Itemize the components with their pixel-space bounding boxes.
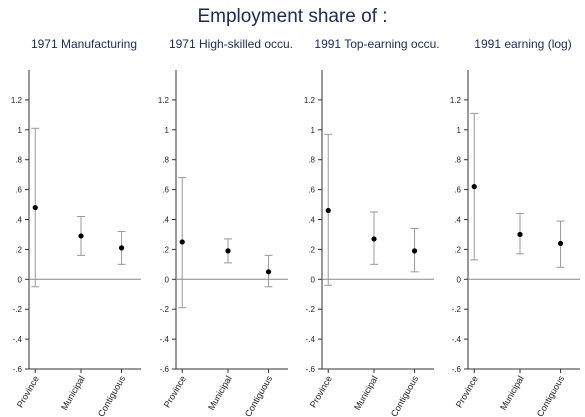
y-tick-label: .2 <box>15 245 22 254</box>
y-tick-label: 0 <box>311 275 316 284</box>
y-tick-label: 1.2 <box>304 96 316 105</box>
y-tick-label: -.2 <box>13 305 23 314</box>
x-tick-label: Province <box>162 374 188 409</box>
point-estimate <box>557 240 564 247</box>
y-tick-label: .2 <box>454 245 461 254</box>
y-tick-label: -.2 <box>452 305 462 314</box>
x-tick-label: Province <box>454 374 480 409</box>
y-tick-label: .6 <box>15 186 22 195</box>
y-tick-label: -.2 <box>306 305 316 314</box>
x-tick-label: Province <box>308 374 334 409</box>
panel-title: 1971 Manufacturing <box>31 37 137 51</box>
y-tick-label: 1 <box>165 126 170 135</box>
y-tick-label: .8 <box>162 156 169 165</box>
y-tick-label: 1.2 <box>450 96 462 105</box>
panel-title: 1971 High-skilled occu. <box>169 37 293 51</box>
y-tick-label: .4 <box>308 216 315 225</box>
y-tick-label: -.4 <box>13 335 23 344</box>
x-tick-label: Contiguous <box>389 374 421 417</box>
panel-title: 1991 Top-earning occu. <box>314 37 439 51</box>
point-estimate <box>325 207 331 214</box>
y-tick-label: 0 <box>457 275 462 284</box>
x-tick-label: Municipal <box>206 374 234 412</box>
y-tick-label: -.4 <box>452 335 462 344</box>
x-tick-label: Contiguous <box>535 374 567 417</box>
y-tick-label: 0 <box>18 275 23 284</box>
y-tick-label: .2 <box>308 245 315 254</box>
y-tick-label: .8 <box>454 156 461 165</box>
point-estimate <box>517 231 523 238</box>
y-tick-label: .8 <box>308 156 315 165</box>
y-tick-label: -.4 <box>306 335 316 344</box>
figure-title: Employment share of : <box>197 6 388 27</box>
y-tick-label: 1.2 <box>158 96 170 105</box>
y-tick-label: -.6 <box>160 365 170 374</box>
point-estimate <box>265 269 272 275</box>
point-estimate <box>78 233 84 239</box>
x-tick-label: Contiguous <box>243 374 275 417</box>
point-estimate <box>32 204 38 211</box>
y-tick-label: -.4 <box>160 335 170 344</box>
y-tick-label: -.2 <box>160 305 170 314</box>
point-estimate <box>118 245 125 251</box>
y-tick-label: -.6 <box>13 365 23 374</box>
point-estimate <box>411 248 418 254</box>
x-tick-label: Municipal <box>59 374 87 412</box>
y-tick-label: -.6 <box>306 365 316 374</box>
x-tick-label: Province <box>15 374 41 409</box>
x-tick-label: Contiguous <box>96 374 128 417</box>
x-tick-label: Municipal <box>498 374 526 412</box>
y-tick-label: 1.2 <box>11 96 23 105</box>
y-tick-label: .4 <box>162 216 169 225</box>
y-tick-label: .2 <box>162 245 169 254</box>
y-tick-label: 1 <box>311 126 316 135</box>
y-tick-label: -.6 <box>452 365 462 374</box>
y-tick-label: .6 <box>308 186 315 195</box>
y-tick-label: .4 <box>15 216 22 225</box>
y-tick-label: .4 <box>454 216 461 225</box>
y-tick-label: 1 <box>18 126 23 135</box>
y-tick-label: .6 <box>454 186 461 195</box>
panel-title: 1991 earning (log) <box>474 37 571 51</box>
y-tick-label: .6 <box>162 186 169 195</box>
y-tick-label: 1 <box>457 126 462 135</box>
y-tick-label: .8 <box>15 156 22 165</box>
x-tick-label: Municipal <box>352 374 380 412</box>
point-estimate <box>471 184 477 190</box>
point-estimate <box>179 239 185 245</box>
point-estimate <box>225 248 231 254</box>
y-tick-label: 0 <box>165 275 170 284</box>
point-estimate <box>371 236 377 242</box>
